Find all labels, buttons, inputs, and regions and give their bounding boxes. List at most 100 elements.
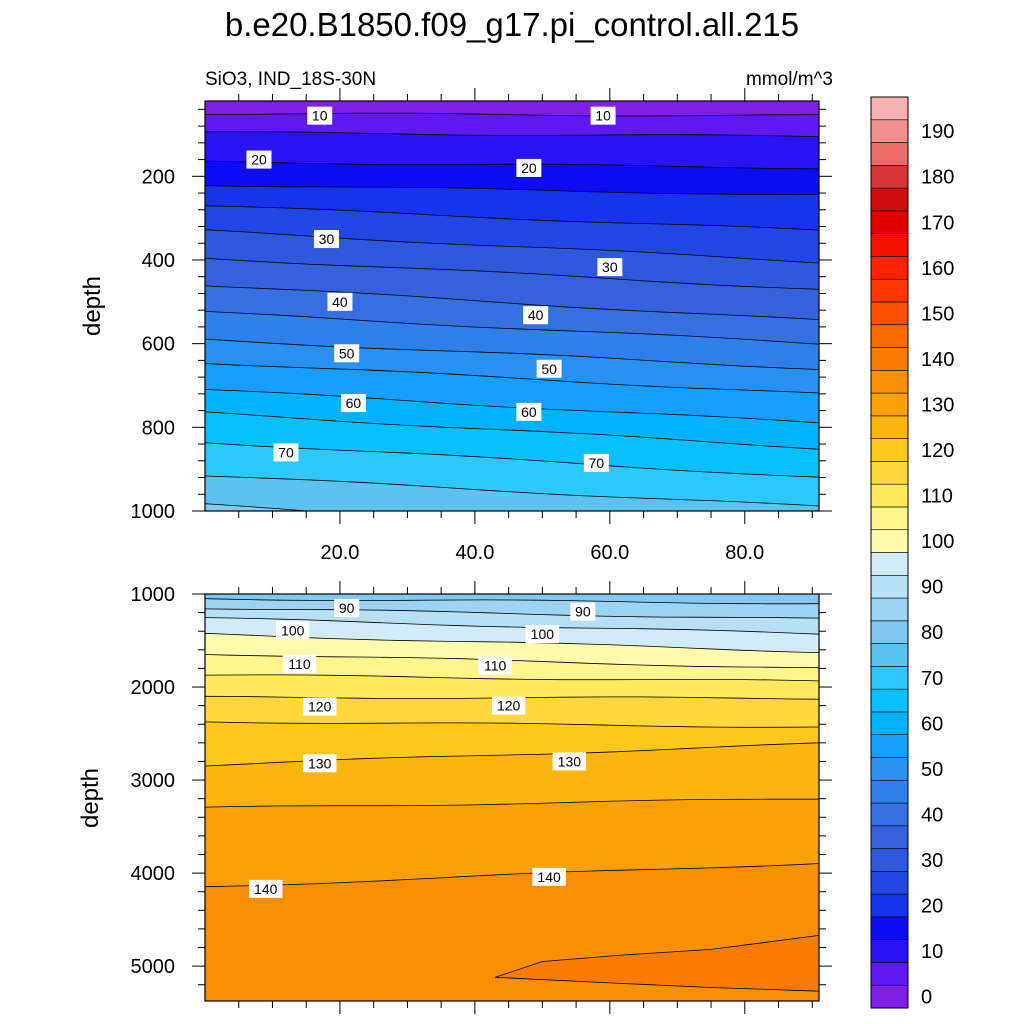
colorbar-label: 100: [921, 531, 954, 553]
contour-label: 50: [334, 344, 360, 363]
x-tick-label: 80.0: [725, 542, 764, 564]
svg-text:50: 50: [339, 345, 355, 361]
svg-text:20: 20: [251, 152, 267, 168]
colorbar-label: 180: [921, 167, 954, 189]
svg-text:130: 130: [308, 755, 332, 771]
colorbar-label: 150: [921, 303, 954, 325]
contour-line-30: [205, 229, 819, 264]
colorbar-label: 30: [921, 850, 943, 872]
contour-label: 100: [275, 621, 310, 640]
colorbar-swatch: [870, 939, 909, 963]
svg-text:120: 120: [308, 699, 332, 715]
contour-line-60: [205, 389, 819, 424]
colorbar-swatch: [870, 187, 909, 212]
colorbar-swatch: [870, 369, 909, 394]
svg-text:120: 120: [497, 698, 521, 714]
colorbar-label: 190: [921, 121, 954, 143]
colorbar-swatch: [870, 233, 909, 257]
colorbar-swatch: [870, 392, 909, 417]
svg-text:10: 10: [595, 108, 611, 124]
x-tick-label: 20.0: [320, 542, 359, 564]
chart-title: b.e20.B1850.f09_g17.pi_control.all.215: [225, 6, 799, 43]
colorbar-swatch: [870, 984, 909, 1009]
contour-line-120: [205, 721, 819, 728]
contour-line-55: [205, 363, 819, 394]
colorbar-swatch: [870, 597, 909, 622]
colorbar-label: 60: [921, 713, 943, 735]
svg-text:140: 140: [254, 881, 278, 897]
contour-line-110: [205, 674, 819, 682]
colorbar-label: 10: [921, 941, 943, 963]
colorbar-swatch: [870, 142, 909, 166]
colorbar-swatch: [870, 210, 909, 234]
colorbar-swatch: [870, 711, 909, 735]
plot-frame: [204, 593, 820, 1002]
colorbar-label: 40: [921, 804, 943, 826]
contour-line-95: [205, 617, 819, 635]
colorbar-swatch: [870, 893, 909, 918]
colorbar-swatch: [870, 529, 909, 553]
contour-line-90: [205, 608, 819, 619]
colorbar-label: 50: [921, 759, 943, 781]
contour-label: 20: [246, 150, 272, 169]
contour-line-35: [205, 257, 819, 290]
chart-subtitle-right: mmol/m^3: [746, 69, 833, 90]
colorbar-swatch: [870, 483, 909, 508]
contour-label: 140: [532, 867, 566, 886]
colorbar-swatch: [870, 165, 909, 189]
y-tick-label: 1000: [131, 501, 176, 523]
svg-text:110: 110: [484, 658, 507, 674]
contour-label: 90: [570, 602, 596, 621]
contour-label: 40: [327, 292, 353, 311]
contour-line-25: [205, 205, 819, 231]
contour-line-50: [205, 338, 819, 370]
contour-label: 10: [307, 106, 333, 125]
colorbar-label: 140: [921, 349, 954, 371]
svg-text:100: 100: [281, 622, 305, 638]
svg-text:10: 10: [312, 108, 328, 124]
contour-label: 10: [590, 106, 616, 125]
contour-band-135: [205, 863, 819, 1001]
colorbar-frame: [870, 96, 909, 1009]
contour-label: 130: [302, 754, 337, 773]
colorbar-label: 80: [921, 622, 943, 644]
colorbar-swatch: [870, 734, 909, 758]
svg-text:130: 130: [558, 753, 582, 769]
contour-line-65: [205, 411, 819, 450]
contour-band-75: [205, 476, 819, 511]
contour-label: 140: [248, 879, 283, 898]
y-tick-label: 4000: [131, 863, 176, 885]
y-tick-label: 3000: [131, 770, 176, 792]
colorbar-label: 120: [921, 440, 954, 462]
y-tick-label: 800: [142, 417, 175, 439]
y-tick-label: 200: [142, 166, 175, 188]
svg-text:110: 110: [288, 656, 311, 672]
contour-label: 110: [282, 654, 317, 673]
colorbar-swatch: [870, 574, 909, 599]
contour-line-85: [205, 598, 819, 605]
contour-label: 40: [523, 306, 549, 325]
colorbar-swatch: [870, 802, 909, 827]
colorbar-swatch: [870, 506, 909, 531]
contour-line-15: [205, 160, 819, 170]
colorbar-label: 90: [921, 577, 943, 599]
colorbar-swatch: [870, 438, 909, 462]
lower-y-axis-label: depth: [77, 768, 104, 828]
svg-text:60: 60: [521, 404, 537, 420]
contour-label: 110: [478, 656, 512, 675]
colorbar-swatch: [870, 620, 909, 644]
svg-text:30: 30: [319, 231, 335, 247]
svg-text:50: 50: [541, 361, 557, 377]
colorbar-label: 130: [921, 394, 954, 416]
contour-line-20: [205, 185, 819, 195]
contour-label: 60: [516, 402, 542, 421]
contour-label: 20: [516, 158, 542, 177]
contour-line-10: [205, 131, 819, 138]
svg-text:90: 90: [339, 600, 355, 616]
colorbar-label: 0: [921, 987, 932, 1009]
contour-label: 120: [302, 697, 337, 716]
colorbar: 0 10 20 30 40 50 60 70 80 90 100 110 120 130 140 150 160…: [870, 96, 954, 1009]
contour-line-75: [205, 475, 819, 507]
colorbar-swatch: [870, 779, 909, 804]
colorbar-swatch: [870, 278, 909, 303]
